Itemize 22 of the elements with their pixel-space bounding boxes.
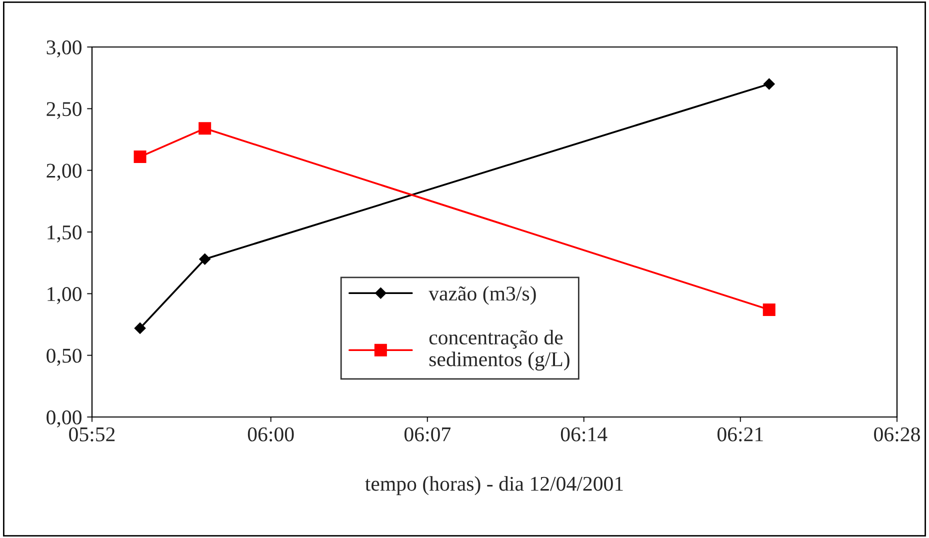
x-tick-label: 06:28 [874, 427, 920, 442]
y-tick-label: 0,50 [46, 348, 82, 366]
x-tick-label: 05:52 [69, 427, 115, 442]
x-tick-label: 06:14 [560, 427, 608, 442]
y-tick-label: 2,00 [46, 164, 82, 181]
y-tick-label: 1,00 [48, 287, 82, 304]
y-tick-label: 2,50 [46, 102, 82, 120]
legend-label: vazão (m3/s) [428, 286, 536, 305]
point [134, 150, 146, 164]
y-tick-label: 1,50 [48, 225, 82, 242]
x-tick-label: 06:00 [248, 427, 294, 442]
point [199, 254, 210, 265]
y-tick-label: 0,00 [46, 410, 82, 428]
y-tick-label: 3,00 [46, 40, 82, 58]
point [134, 322, 146, 334]
point [198, 122, 212, 135]
x-axis-title: tempo (horas) - dia 12/04/2001 [365, 476, 623, 496]
point [762, 303, 776, 316]
x-tick-label: 06:07 [404, 427, 451, 442]
point [764, 78, 775, 90]
legend-label: concentração de sedimentos (g/L) [429, 330, 570, 371]
x-tick-label: 06:21 [717, 427, 763, 442]
